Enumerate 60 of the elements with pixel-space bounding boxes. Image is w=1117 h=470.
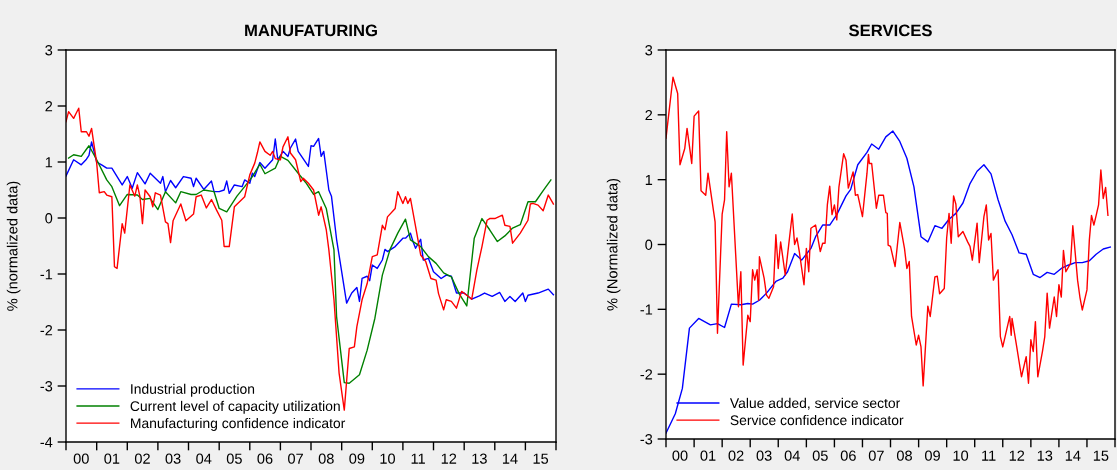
x-tick-label: 08 (318, 453, 334, 464)
x-tick-label: 01 (700, 450, 716, 461)
y-axis-title: % (normalized data) (6, 181, 21, 311)
x-tick-label: 12 (1009, 450, 1025, 461)
x-tick-label: 00 (672, 450, 688, 461)
line-series (67, 145, 552, 384)
y-tick-label: 3 (645, 45, 653, 56)
x-tick-label: 12 (441, 453, 457, 464)
line-series (666, 76, 1109, 387)
y-tick-label: -1 (40, 269, 53, 280)
x-tick-label: 09 (924, 450, 940, 461)
legend-label: Manufacturing confidence indicator (131, 417, 346, 431)
y-tick-label: 3 (45, 45, 53, 56)
x-tick-label: 07 (288, 453, 303, 464)
chart-title: MANUFATURING (245, 24, 377, 37)
x-tick-label: 10 (953, 450, 969, 461)
y-tick-label: 2 (645, 109, 653, 121)
x-tick-label: 04 (784, 450, 800, 461)
x-tick-label: 04 (196, 453, 212, 464)
legend-label: Value added, service sector (729, 397, 901, 410)
x-tick-label: 13 (472, 453, 487, 464)
legend-label: Service confidence indicator (730, 414, 904, 426)
x-tick-label: 05 (226, 453, 242, 464)
x-tick-label: 05 (812, 450, 828, 461)
legend-label: Industrial production (131, 383, 255, 397)
x-tick-label: 15 (1093, 450, 1109, 461)
x-tick-label: 09 (349, 453, 365, 464)
y-tick-label: 1 (645, 174, 653, 185)
x-tick-label: 15 (533, 453, 549, 464)
y-tick-label: 0 (645, 239, 653, 250)
y-tick-label: 2 (45, 101, 53, 112)
x-tick-label: 11 (411, 453, 425, 464)
x-tick-label: 11 (982, 450, 996, 461)
x-tick-label: 02 (134, 453, 150, 464)
x-tick-label: 13 (1037, 450, 1053, 461)
y-tick-label: -2 (640, 369, 653, 380)
x-tick-label: 03 (165, 453, 181, 464)
y-tick-label: 0 (45, 213, 53, 224)
x-tick-label: 01 (104, 453, 120, 464)
x-tick-label: 00 (73, 453, 89, 464)
chart-title: SERVICES (848, 24, 932, 37)
x-tick-label: 10 (380, 453, 396, 464)
x-tick-label: 03 (756, 450, 772, 461)
x-tick-label: 14 (502, 453, 518, 464)
y-tick-label: -2 (40, 325, 53, 336)
x-tick-label: 14 (1065, 450, 1081, 461)
x-tick-label: 08 (896, 450, 912, 461)
x-tick-label: 02 (728, 450, 744, 461)
line-series (666, 130, 1112, 434)
y-tick-label: -3 (640, 434, 653, 445)
x-tick-label: 07 (868, 450, 884, 461)
y-tick-label: 1 (45, 157, 53, 168)
legend-label: Current level of capacity utilization (130, 400, 340, 414)
line-series (66, 137, 555, 304)
x-tick-label: 06 (840, 450, 856, 461)
x-tick-label: 06 (257, 453, 273, 464)
y-tick-label: -1 (640, 304, 653, 315)
y-axis-title: % (Normalized data) (606, 178, 621, 311)
y-tick-label: -3 (40, 381, 53, 392)
y-tick-label: -4 (40, 437, 53, 448)
